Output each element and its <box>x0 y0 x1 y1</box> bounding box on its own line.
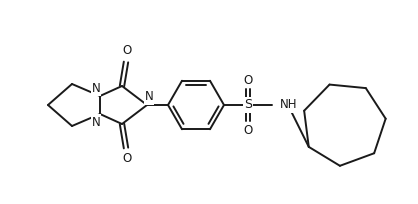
Text: N: N <box>92 115 100 129</box>
Text: O: O <box>122 153 132 165</box>
Text: NH: NH <box>280 99 298 112</box>
Text: N: N <box>92 82 100 94</box>
Text: O: O <box>243 123 252 136</box>
Text: O: O <box>243 73 252 86</box>
Text: O: O <box>122 44 132 58</box>
Text: N: N <box>145 91 153 103</box>
Text: S: S <box>244 99 252 112</box>
